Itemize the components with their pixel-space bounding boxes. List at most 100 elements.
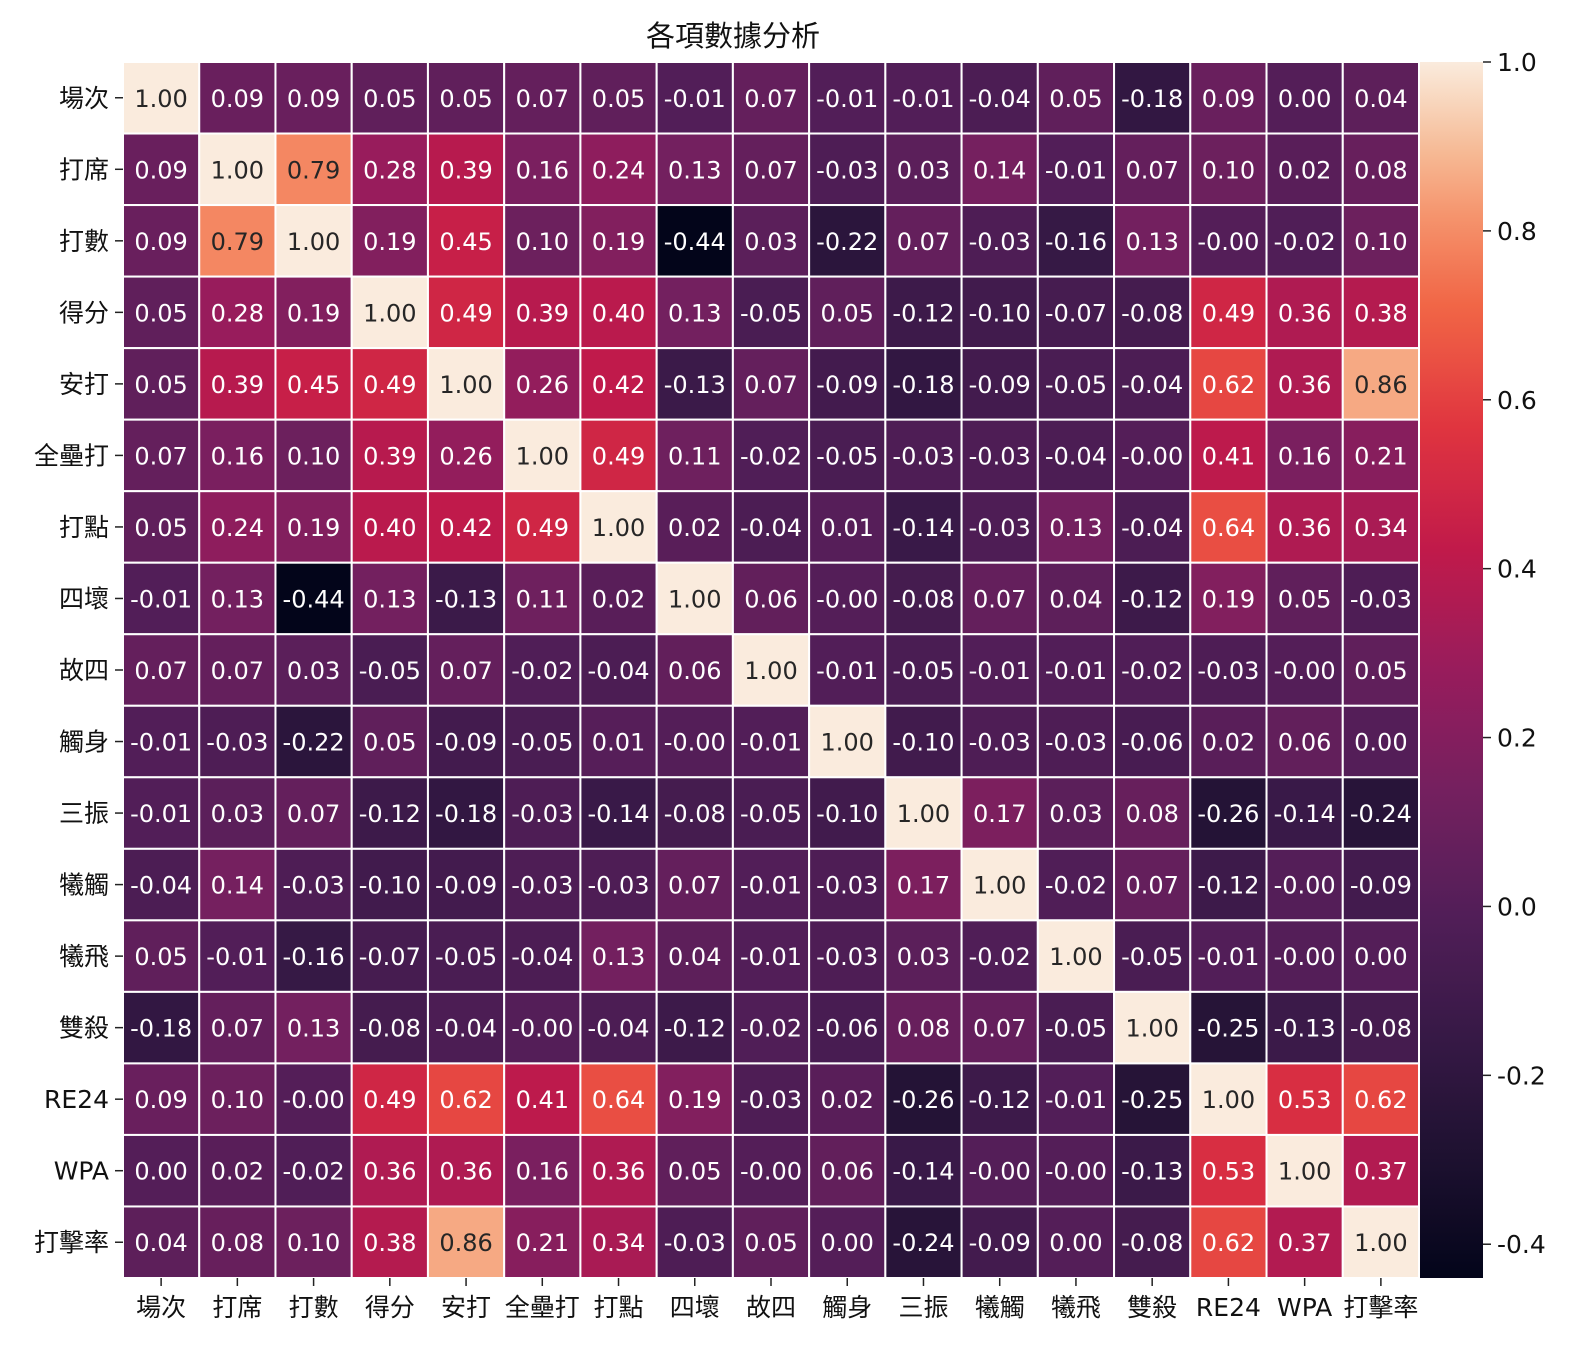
heatmap-cell-label: -0.08 [892,585,954,613]
heatmap-cell [274,418,353,493]
x-tick-label: RE24 [1196,1293,1261,1322]
heatmap-cell-label: 0.13 [592,943,645,971]
heatmap-cell [274,633,353,707]
heatmap-cell [503,418,582,493]
heatmap-cell-label: 0.16 [1278,442,1331,470]
heatmap-cell-label: -0.05 [1045,371,1107,399]
colorbar-tick-label: -0.4 [1497,1230,1546,1259]
heatmap-cell [960,847,1039,922]
heatmap-cell-label: -0.03 [892,442,954,470]
heatmap-cell [1341,490,1421,564]
heatmap-cell-label: -0.00 [283,1086,345,1114]
heatmap-cell [503,1205,582,1279]
heatmap-cell-label: 0.28 [363,156,416,184]
heatmap-cell-label: -0.07 [359,943,421,971]
x-axis: 場次 打席 打數 得分 安打 全壘打 打點 四壞 故四 觸身 三振 犧觸 犧飛 雙殺 RE24 WPA 打擊率 [136,1278,1418,1322]
heatmap-cell-label: 1.00 [1278,1158,1331,1186]
x-tick-label: WPA [1277,1293,1332,1322]
heatmap-cell-label: -0.44 [664,228,726,256]
heatmap-cell-label: -0.13 [1274,1015,1336,1043]
heatmap-cell-label: 0.07 [439,657,492,685]
heatmap-cell [884,347,963,421]
heatmap-cell [274,919,353,993]
x-tick-label: 打數 [289,1293,339,1322]
heatmap-cell-label: -0.05 [359,657,421,685]
heatmap-cell-label: 1.00 [592,514,645,542]
heatmap-cell [884,1062,963,1136]
heatmap-cell-label: -0.09 [435,872,497,900]
heatmap-cell-label: 0.04 [1354,85,1407,113]
heatmap-cell-label: -0.14 [892,514,954,542]
heatmap-cell [1036,1205,1116,1279]
heatmap-cell-label: 0.09 [134,156,187,184]
heatmap-cell [350,347,429,421]
y-tick-label: 故四 [59,656,109,685]
heatmap-cell [808,847,887,922]
heatmap-cell-label: -0.03 [1045,729,1107,757]
heatmap-cell [503,633,582,707]
x-tick-label: 得分 [365,1293,415,1322]
heatmap-cell [274,275,353,350]
heatmap-cell [1189,990,1268,1065]
heatmap-cell-label: -0.16 [1045,228,1107,256]
colorbar-tick-label: 0.2 [1497,724,1537,753]
heatmap-cell-label: 0.21 [1354,442,1407,470]
heatmap-cell-label: -0.01 [892,85,954,113]
heatmap-cell [274,776,353,850]
heatmap-cell-label: 0.49 [516,514,569,542]
heatmap-cell-label: -0.08 [359,1015,421,1043]
heatmap-cell-label: 0.05 [592,85,645,113]
heatmap-cell-label: -0.05 [435,943,497,971]
heatmap-cell-label: -0.10 [359,872,421,900]
heatmap-cell [1113,61,1192,135]
heatmap-cell-label: -0.03 [664,1229,726,1257]
heatmap-cell-label: 0.09 [134,228,187,256]
heatmap-cell-label: 0.11 [668,442,721,470]
heatmap-cell [426,490,506,564]
heatmap-cell-label: 0.02 [821,1086,874,1114]
heatmap-cell-label: 1.00 [516,442,569,470]
heatmap-cell [655,1062,734,1136]
heatmap-cell-label: 0.07 [744,156,797,184]
x-tick-label: 犧飛 [1051,1293,1101,1322]
heatmap-cell-label: -0.05 [1121,943,1183,971]
heatmap-cell-label: -0.12 [1121,585,1183,613]
heatmap-cell-label: 0.05 [439,85,492,113]
heatmap-cell-label: 0.41 [516,1086,569,1114]
heatmap-cell-label: -0.01 [1045,156,1107,184]
heatmap-cell [1265,990,1344,1065]
heatmap-cell-label: 0.45 [287,371,340,399]
heatmap-cell-label: -0.00 [969,1158,1031,1186]
heatmap-cell-label: -0.04 [511,943,573,971]
heatmap-cell-label: -0.02 [740,1015,802,1043]
heatmap-cell-label: 0.06 [821,1158,874,1186]
heatmap-cell [426,347,506,421]
heatmap-cell-label: 0.00 [1354,729,1407,757]
heatmap-cell-label: -0.00 [1121,442,1183,470]
heatmap-cell-label: -0.01 [1045,1086,1107,1114]
heatmap-cell [960,204,1039,278]
heatmap-cell-label: -0.05 [816,442,878,470]
heatmap-cell-label: 0.08 [211,1229,264,1257]
heatmap-cell-label: -0.02 [1274,228,1336,256]
heatmap-cell-label: 0.24 [592,156,645,184]
heatmap-cell-label: 0.02 [211,1158,264,1186]
heatmap-cell-label: -0.01 [816,657,878,685]
heatmap-cell-label: -0.03 [816,156,878,184]
heatmap-cell-label: 0.05 [1049,85,1102,113]
heatmap-cell-label: -0.09 [969,371,1031,399]
heatmap-cell-label: 0.10 [1354,228,1407,256]
heatmap-cell-label: 1.00 [211,156,264,184]
heatmap-cell-label: 0.02 [668,514,721,542]
heatmap-cell [426,561,506,636]
heatmap-cell-label: 0.36 [1278,299,1331,327]
heatmap-cell-label: 1.00 [1049,943,1102,971]
heatmap-cell-label: -0.04 [435,1015,497,1043]
heatmap-cell [503,847,582,922]
x-tick-label: 三振 [898,1293,948,1322]
heatmap-cell-label: 0.07 [134,442,187,470]
heatmap-cell [503,919,582,993]
heatmap-cell-label: 0.07 [973,1015,1026,1043]
heatmap-cell-label: 0.37 [1354,1158,1407,1186]
heatmap-cell-label: 1.00 [1125,1015,1178,1043]
